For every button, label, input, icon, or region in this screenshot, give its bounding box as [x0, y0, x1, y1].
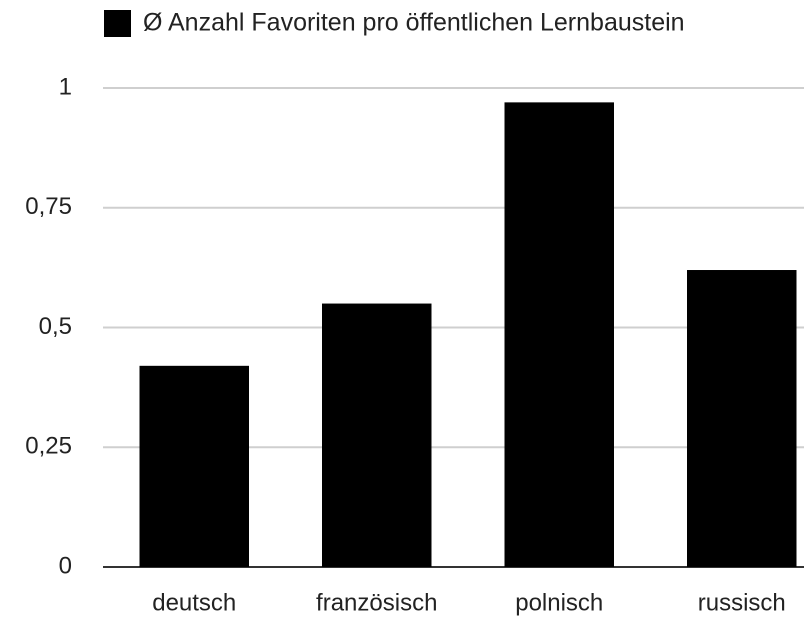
legend-label: Ø Anzahl Favoriten pro öffentlichen Lern… — [143, 9, 685, 37]
y-tick-label: 0 — [59, 552, 72, 579]
legend-swatch — [104, 10, 131, 37]
x-tick-label: deutsch — [152, 589, 236, 616]
y-tick-label: 0,5 — [39, 313, 72, 340]
x-tick-label: russisch — [698, 589, 786, 616]
y-tick-label: 0,75 — [25, 193, 72, 220]
y-tick-label: 0,25 — [25, 433, 72, 460]
x-tick-label: polnisch — [515, 589, 603, 616]
bar — [504, 102, 614, 568]
x-tick-label: französisch — [316, 589, 437, 616]
bar — [322, 303, 432, 567]
bar — [687, 270, 797, 567]
bar — [139, 365, 249, 567]
y-tick-label: 1 — [59, 73, 72, 100]
